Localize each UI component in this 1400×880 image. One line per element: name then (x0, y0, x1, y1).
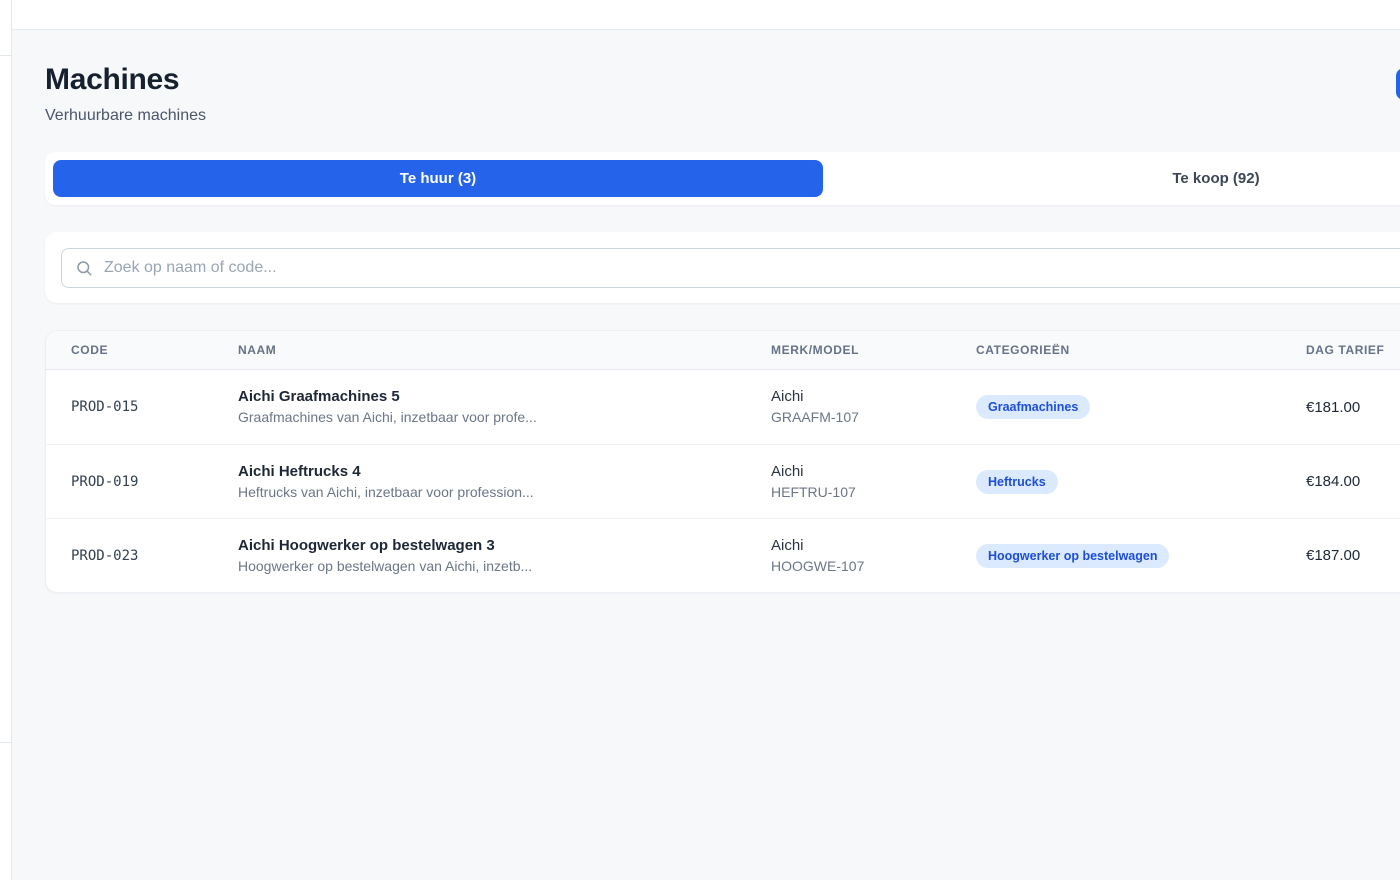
machine-code: PROD-023 (71, 547, 139, 564)
machine-name: Aichi Heftrucks 4 (238, 462, 361, 480)
machine-model: HOOGWE-107 (771, 557, 865, 574)
machine-brand: Aichi (771, 388, 804, 405)
table-row[interactable]: PROD-015 Aichi Graafmachines 5 Graafmach… (46, 370, 1400, 444)
tab-te-huur[interactable]: Te huur (3) (53, 160, 823, 197)
sidebar-divider-bottom (0, 742, 12, 743)
machine-name: Aichi Hoogwerker op bestelwagen 3 (238, 536, 495, 554)
primary-action-button[interactable] (1396, 68, 1400, 100)
column-header-categorieen: CATEGORIEËN (976, 343, 1070, 357)
machine-brand: Aichi (771, 536, 804, 554)
machines-table: CODE NAAM MERK/MODEL CATEGORIEËN DAG TAR… (45, 330, 1400, 593)
column-header-dag-tarief: DAG TARIEF (1306, 343, 1385, 357)
table-row[interactable]: PROD-019 Aichi Heftrucks 4 Heftrucks van… (46, 444, 1400, 518)
machine-description: Heftrucks van Aichi, inzetbaar voor prof… (238, 483, 534, 500)
category-badge: Graafmachines (976, 395, 1091, 419)
top-bar (0, 0, 1400, 30)
table-header-row: CODE NAAM MERK/MODEL CATEGORIEËN DAG TAR… (46, 331, 1400, 370)
machine-model: GRAAFM-107 (771, 409, 859, 425)
sidebar-edge (0, 0, 12, 880)
machine-name: Aichi Graafmachines 5 (238, 388, 400, 405)
tab-bar: Te huur (3) Te koop (92) (45, 152, 1400, 205)
column-header-naam: NAAM (238, 343, 277, 357)
machine-description: Graafmachines van Aichi, inzetbaar voor … (238, 409, 537, 425)
category-badge: Heftrucks (976, 469, 1058, 494)
day-rate: €184.00 (1306, 473, 1361, 490)
column-header-merk-model: MERK/MODEL (771, 343, 859, 357)
category-badge: Hoogwerker op bestelwagen (976, 543, 1170, 568)
day-rate: €187.00 (1306, 547, 1361, 564)
search-card (45, 232, 1400, 303)
machine-description: Hoogwerker op bestelwagen van Aichi, inz… (238, 557, 533, 574)
page-title: Machines (45, 63, 180, 96)
page-subtitle: Verhuurbare machines (45, 107, 206, 124)
column-header-code: CODE (71, 343, 109, 357)
table-row[interactable]: PROD-023 Aichi Hoogwerker op bestelwagen… (46, 518, 1400, 592)
machine-model: HEFTRU-107 (771, 483, 856, 500)
sidebar-divider-top (0, 55, 12, 56)
day-rate: €181.00 (1306, 398, 1361, 416)
machine-code: PROD-015 (71, 399, 139, 415)
search-input[interactable] (61, 248, 1400, 288)
tab-te-koop[interactable]: Te koop (92) (831, 160, 1400, 197)
machine-code: PROD-019 (71, 473, 139, 490)
machine-brand: Aichi (771, 462, 804, 480)
